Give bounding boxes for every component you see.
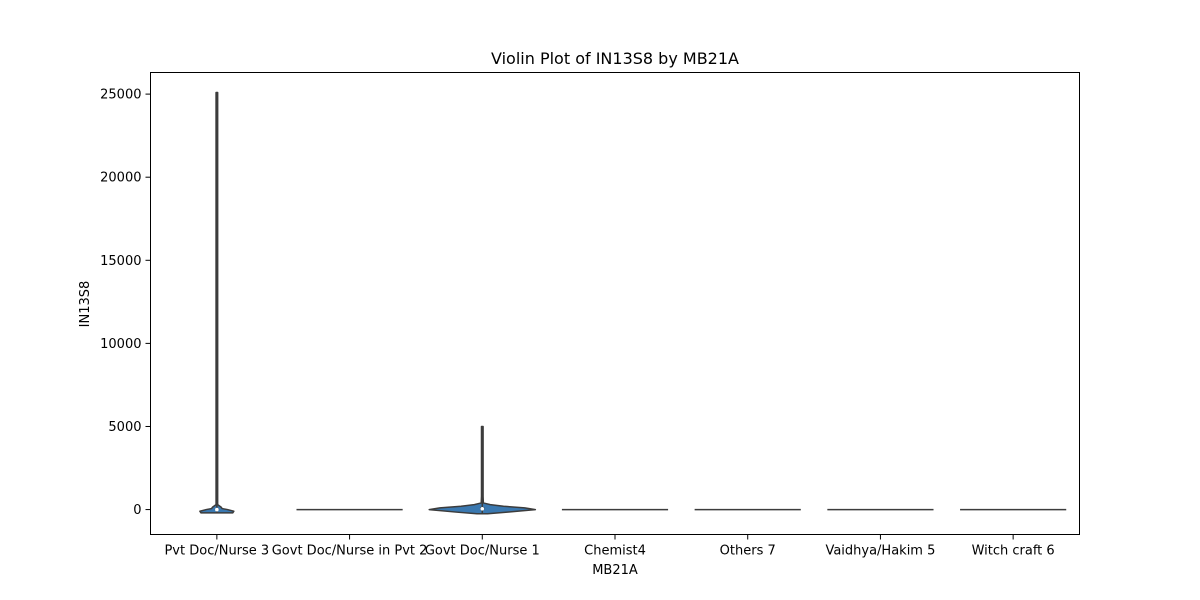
x-axis: Pvt Doc/Nurse 3 Govt Doc/Nurse in Pvt 2Go…	[164, 534, 1055, 559]
y-axis-title: IN13S8	[78, 281, 93, 328]
y-tick-label: 0	[133, 503, 141, 518]
x-tick-label: Govt Doc/Nurse 1	[425, 544, 540, 559]
violins	[199, 91, 1067, 515]
y-tick-label: 10000	[100, 337, 141, 352]
x-tick-label: Chemist4	[584, 544, 646, 559]
violin-median	[480, 506, 485, 511]
x-tick-label: Vaidhya/Hakim 5	[825, 544, 935, 559]
y-axis: 0 5000 10000 15000 20000 25000	[100, 88, 151, 518]
y-tick-label: 25000	[100, 88, 141, 103]
x-tick-label: Witch craft 6	[972, 544, 1055, 559]
chart-title: Violin Plot of IN13S8 by MB21A	[491, 49, 739, 68]
x-tick-label: Govt Doc/Nurse in Pvt 2	[272, 544, 428, 559]
y-tick-label: 20000	[100, 171, 141, 186]
x-tick-label: Pvt Doc/Nurse 3	[164, 544, 269, 559]
x-tick-label: Others 7	[720, 544, 776, 559]
y-tick-label: 5000	[108, 420, 141, 435]
x-axis-title: MB21A	[592, 563, 638, 578]
plot-frame	[150, 72, 1080, 535]
violin-median	[215, 507, 219, 512]
y-tick-label: 15000	[100, 254, 141, 269]
